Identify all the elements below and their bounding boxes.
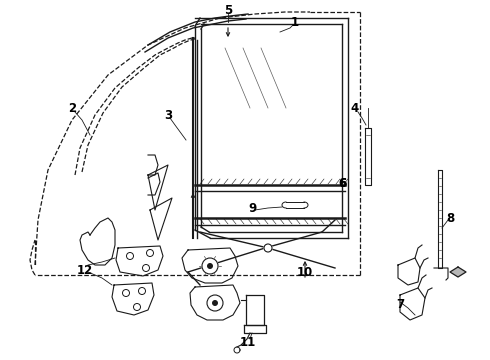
Circle shape xyxy=(126,252,133,260)
Circle shape xyxy=(139,288,146,294)
Text: 12: 12 xyxy=(77,264,93,276)
Text: 5: 5 xyxy=(224,4,232,17)
Text: 6: 6 xyxy=(338,176,346,189)
Circle shape xyxy=(133,303,141,310)
Circle shape xyxy=(207,263,213,269)
Text: 8: 8 xyxy=(446,212,454,225)
Text: 10: 10 xyxy=(297,266,313,279)
Text: 3: 3 xyxy=(164,108,172,122)
Circle shape xyxy=(122,289,129,297)
Text: 6: 6 xyxy=(338,176,346,189)
Circle shape xyxy=(212,300,218,306)
Text: 11: 11 xyxy=(240,336,256,348)
Circle shape xyxy=(264,244,272,252)
Text: 4: 4 xyxy=(351,102,359,114)
Text: 2: 2 xyxy=(68,102,76,114)
Text: 7: 7 xyxy=(396,298,404,311)
Circle shape xyxy=(207,295,223,311)
Circle shape xyxy=(202,258,218,274)
Circle shape xyxy=(143,265,149,271)
Text: 9: 9 xyxy=(248,202,256,215)
Circle shape xyxy=(147,249,153,256)
Polygon shape xyxy=(450,267,466,277)
Text: 1: 1 xyxy=(291,15,299,28)
